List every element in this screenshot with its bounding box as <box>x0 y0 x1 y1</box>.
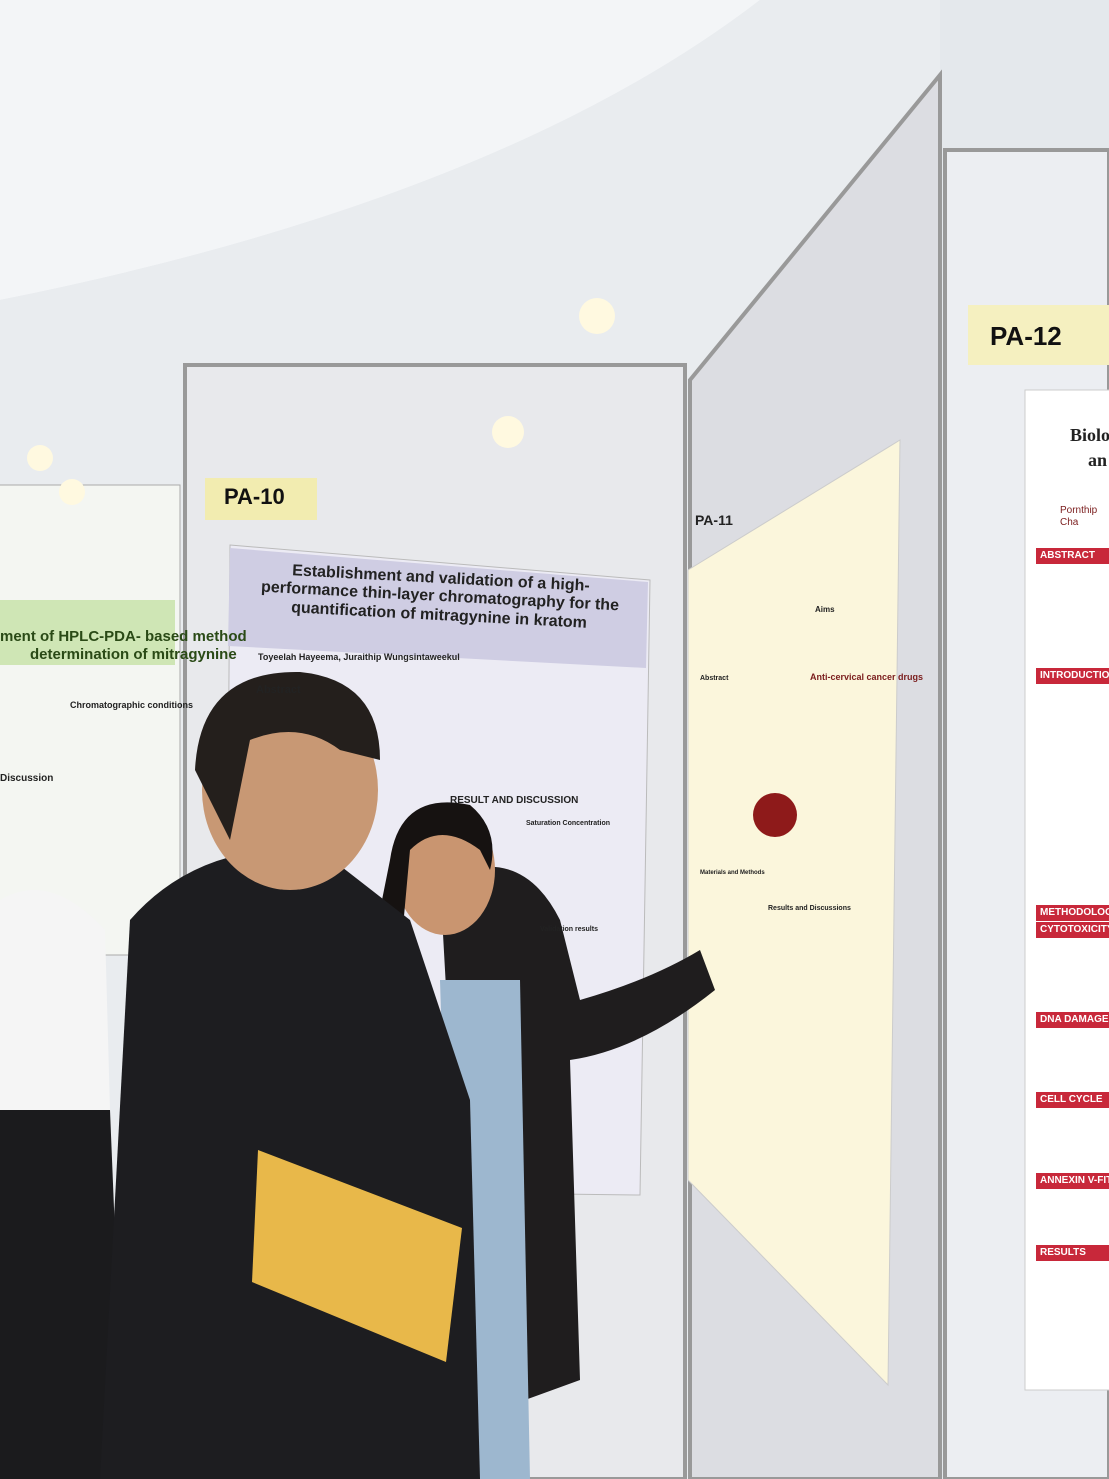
section-heading: Validation results <box>540 926 598 933</box>
section-heading: Abstract <box>256 684 301 696</box>
poster-title: an <box>1088 450 1108 470</box>
poster-title: ment of HPLC-PDA- based method <box>0 628 247 645</box>
poster-pa10-band <box>228 548 648 668</box>
section-heading: Saturation Concentration <box>526 820 611 827</box>
section-heading: Chromatographic conditions <box>70 700 194 710</box>
lamp <box>579 298 615 334</box>
lamp <box>59 479 85 505</box>
lamp <box>27 445 53 471</box>
student-skirt <box>0 1110 125 1479</box>
section-heading: Discussion <box>0 773 54 784</box>
section-heading: INTRODUCTION <box>1036 668 1109 684</box>
poster-title: Biologi <box>1070 425 1109 445</box>
left-poster <box>0 484 181 956</box>
section-heading: RESULTS <box>1036 1245 1109 1261</box>
section-heading: METHODOLOGY <box>1036 905 1109 921</box>
section-heading: ANNEXIN V-FITC <box>1036 1173 1109 1189</box>
ceiling <box>0 0 760 300</box>
section-heading: Materials and Methods <box>700 870 765 876</box>
section-heading: CYTOTOXICITY an <box>1036 922 1109 951</box>
man-hair <box>195 671 380 840</box>
section-heading: Abstract <box>700 675 729 682</box>
section-heading: RESULT AND DISCUSSION <box>450 795 579 806</box>
section-heading: ABSTRACT <box>1036 548 1109 564</box>
poster-authors: Toyeelah Hayeema, Juraithip Wungsintawee… <box>258 652 460 662</box>
sign-label: PA-11 <box>695 512 733 528</box>
left-poster-band <box>0 600 175 665</box>
sign-label: PA-12 <box>990 321 1062 351</box>
sign-pa10 <box>205 478 317 520</box>
poster-author: Pornthip Cha <box>1060 505 1098 528</box>
lamp <box>492 416 524 448</box>
section-heading: Aims <box>815 605 835 614</box>
sign-pa12 <box>968 305 1109 365</box>
student-shirt <box>0 890 110 1110</box>
section-heading: Anti-cervical cancer drugs <box>810 672 924 682</box>
sign-label: PA-10 <box>224 484 285 509</box>
cherry-image <box>753 793 797 837</box>
section-heading: CELL CYCLE ARRE <box>1036 1092 1109 1121</box>
poster-title: determination of mitragynine <box>30 646 237 663</box>
envelope <box>252 1150 462 1362</box>
section-heading: Results and Discussions <box>768 905 851 912</box>
section-heading: DNA DAMAGE : C <box>1036 1012 1109 1041</box>
poster-pa12 <box>1024 389 1109 1391</box>
